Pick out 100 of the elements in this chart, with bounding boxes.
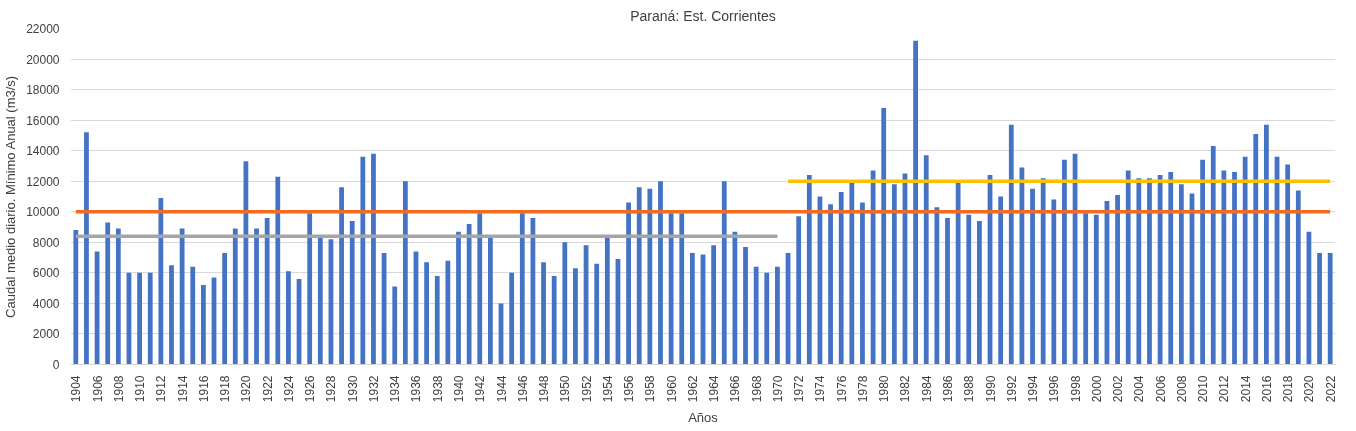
bar xyxy=(1221,170,1227,365)
x-tick-label: 1974 xyxy=(813,375,828,403)
x-tick-label: 1994 xyxy=(1026,375,1041,403)
bar xyxy=(1242,156,1248,365)
x-tick-label: 2020 xyxy=(1302,375,1317,403)
x-tick-label: 1920 xyxy=(239,375,254,403)
y-tick-label: 2000 xyxy=(32,327,60,342)
x-tick-label: 1976 xyxy=(834,375,849,403)
bar xyxy=(1200,159,1206,365)
bar xyxy=(721,181,727,365)
x-tick-label: 2002 xyxy=(1111,375,1126,403)
bar xyxy=(976,220,982,365)
bar xyxy=(424,262,430,365)
bar xyxy=(636,187,642,365)
bar xyxy=(796,216,802,365)
x-tick-label: 1910 xyxy=(133,375,148,403)
x-tick-label: 1946 xyxy=(515,375,530,403)
x-tick-label: 2016 xyxy=(1259,375,1274,403)
y-tick-label: 22000 xyxy=(26,22,60,36)
bar xyxy=(1062,159,1067,365)
y-tick-label: 12000 xyxy=(26,174,60,189)
bar xyxy=(456,231,461,365)
x-tick-label: 2014 xyxy=(1238,375,1253,403)
bar xyxy=(84,132,89,365)
x-tick-label: 1988 xyxy=(962,375,977,403)
bar xyxy=(519,213,525,365)
x-tick-label: 1998 xyxy=(1068,375,1083,403)
bar xyxy=(360,156,366,365)
bar xyxy=(1210,146,1216,365)
x-tick-label: 1992 xyxy=(1004,375,1019,403)
x-tick-label: 1908 xyxy=(111,375,126,403)
bar xyxy=(838,191,844,365)
bar xyxy=(1030,188,1035,365)
bar xyxy=(1178,184,1184,365)
bar xyxy=(339,187,344,365)
x-tick-label: 1948 xyxy=(537,375,552,403)
x-tick-label: 1962 xyxy=(685,375,700,403)
bar xyxy=(434,275,440,365)
bar xyxy=(254,228,259,365)
bar xyxy=(966,214,972,365)
bar xyxy=(658,181,663,365)
x-tick-label: 1924 xyxy=(281,375,296,403)
x-tick-label: 1904 xyxy=(69,375,84,403)
bar xyxy=(881,107,887,365)
bar xyxy=(477,213,483,365)
bar xyxy=(488,237,493,365)
bar xyxy=(1051,199,1057,365)
bar xyxy=(1008,124,1014,365)
bar xyxy=(573,268,578,365)
bar xyxy=(998,196,1004,365)
x-tick-label: 2012 xyxy=(1217,375,1232,403)
bar xyxy=(147,272,153,365)
x-tick-label: 1932 xyxy=(366,375,381,403)
x-tick-label: 1936 xyxy=(409,375,424,403)
y-axis-title: Caudal medio diario. Mínimo Anual (m3/s) xyxy=(3,75,19,318)
bar xyxy=(732,231,738,365)
bar xyxy=(222,253,228,365)
x-tick-label: 1958 xyxy=(643,375,658,403)
bar xyxy=(115,228,121,365)
y-tick-label: 0 xyxy=(52,358,60,372)
x-tick-label: 1940 xyxy=(452,375,466,403)
x-tick-label: 1934 xyxy=(388,375,403,403)
x-tick-label: 1914 xyxy=(175,375,190,403)
bar xyxy=(594,263,600,365)
bar xyxy=(668,213,674,365)
chart-title: Paraná: Est. Corrientes xyxy=(630,7,776,24)
x-tick-label: 1960 xyxy=(664,375,679,403)
x-tick-label: 1972 xyxy=(792,375,807,403)
bar xyxy=(860,202,865,365)
bar xyxy=(371,153,376,365)
x-tick-label: 1916 xyxy=(196,375,211,403)
bar xyxy=(1115,194,1120,365)
bar xyxy=(1327,253,1333,365)
x-tick-label: 1926 xyxy=(303,375,318,403)
y-tick-label: 6000 xyxy=(32,266,60,281)
bar xyxy=(275,176,281,365)
bar xyxy=(286,271,291,365)
x-tick-label: 1906 xyxy=(90,375,105,403)
bar xyxy=(1317,253,1322,365)
bar xyxy=(158,198,164,365)
y-tick-label: 16000 xyxy=(26,113,60,128)
y-tick-label: 10000 xyxy=(26,205,60,220)
bar xyxy=(349,220,355,365)
bar xyxy=(1136,178,1142,365)
bar xyxy=(891,184,897,365)
x-tick-label: 1942 xyxy=(473,375,488,403)
bar xyxy=(169,265,174,365)
x-tick-label: 1938 xyxy=(430,375,445,403)
x-tick-label: 1990 xyxy=(983,375,998,403)
x-tick-label: 1944 xyxy=(494,375,509,403)
bar xyxy=(105,222,111,365)
bar xyxy=(232,228,238,365)
x-tick-label: 1984 xyxy=(919,375,934,403)
x-tick-label: 1964 xyxy=(707,375,722,403)
x-tick-label: 1982 xyxy=(898,375,913,403)
bar xyxy=(743,246,748,365)
x-tick-label: 1912 xyxy=(154,375,169,403)
bar xyxy=(445,260,451,365)
bar xyxy=(828,204,833,365)
x-tick-label: 2008 xyxy=(1174,375,1189,403)
